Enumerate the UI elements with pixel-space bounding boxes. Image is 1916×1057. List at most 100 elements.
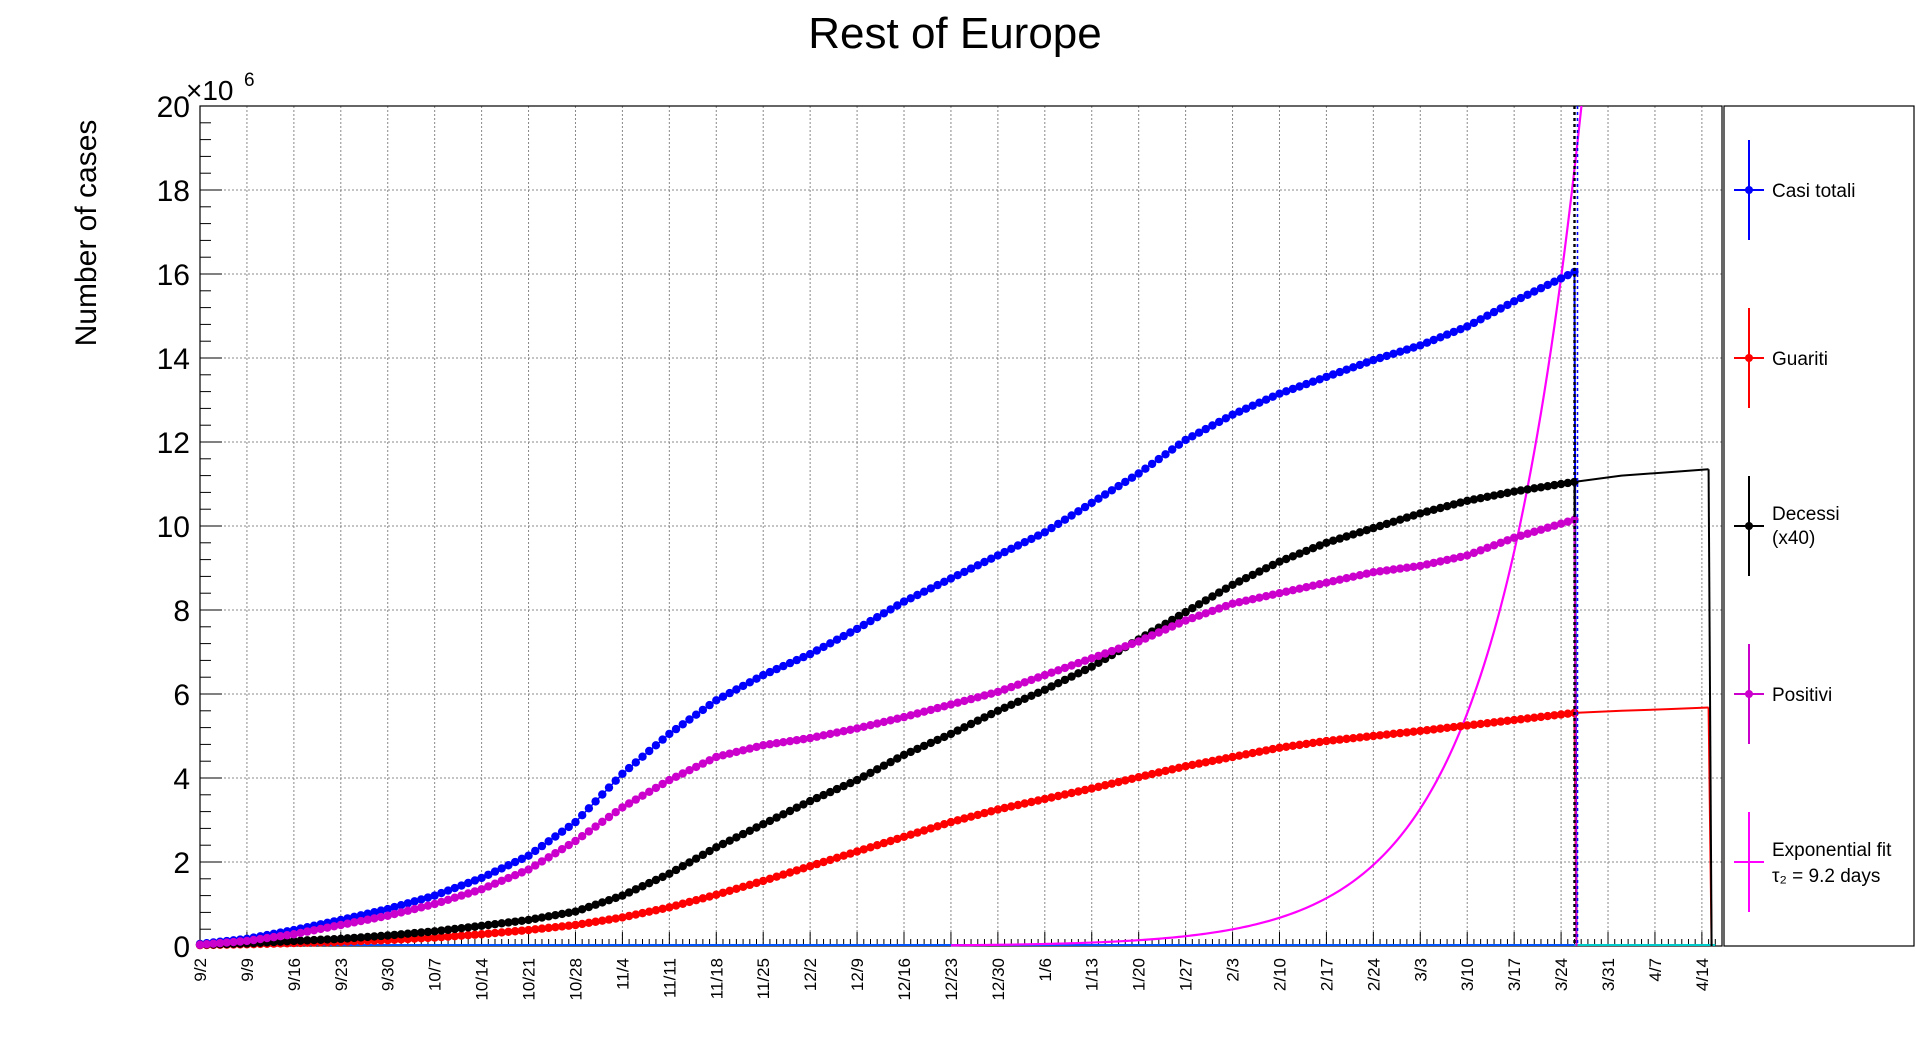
series-guariti-point — [618, 913, 627, 922]
series-positivi-point — [309, 926, 319, 935]
series-casi-totali-point — [1335, 367, 1345, 377]
series-guariti-point — [926, 824, 936, 833]
x-tick-label: 12/2 — [801, 958, 820, 991]
series-casi-totali-point — [1476, 315, 1485, 324]
series-positivi-point — [1141, 634, 1150, 643]
series-decessi-x40-point — [1509, 487, 1519, 496]
series-casi-totali-point — [376, 906, 386, 915]
series-guariti-point — [1402, 728, 1412, 737]
series-decessi-x40-point — [1248, 570, 1257, 580]
series-guariti-point — [671, 901, 681, 910]
series-positivi-point — [665, 775, 674, 785]
series-casi-totali-point — [886, 605, 895, 614]
series-guariti-point — [1422, 725, 1432, 735]
series-decessi-x40-point — [879, 761, 889, 770]
series-positivi-point — [1395, 564, 1405, 573]
series-casi-totali-point — [531, 846, 540, 856]
series-positivi-point — [1389, 565, 1398, 574]
series-decessi-x40-point — [504, 918, 513, 927]
series-decessi-x40-point — [805, 796, 815, 806]
series-decessi-x40-point — [537, 913, 547, 922]
y-tick-label: 6 — [173, 679, 190, 712]
series-casi-totali-point — [591, 797, 600, 806]
series-casi-totali-point — [1221, 414, 1231, 423]
series-casi-totali-point — [584, 804, 594, 813]
series-decessi-x40-point — [973, 716, 982, 725]
series-decessi-x40-point — [557, 909, 567, 919]
series-positivi-point — [1489, 541, 1499, 550]
series-positivi-point — [1382, 566, 1391, 575]
legend-swatch-marker — [1745, 354, 1753, 362]
series-positivi-point — [537, 857, 547, 866]
series-positivi-point — [1067, 661, 1076, 670]
series-casi-totali-point — [1509, 297, 1519, 306]
series-positivi-point — [1295, 584, 1304, 593]
series-casi-totali-point — [752, 674, 761, 683]
series-positivi-point — [1496, 538, 1505, 547]
y-tick-label: 0 — [173, 931, 190, 964]
series-decessi-x40-point — [725, 836, 734, 845]
series-decessi-x40-forecast-drop — [1707, 469, 1713, 947]
series-positivi-point — [1047, 668, 1056, 677]
series-casi-totali-point — [1074, 507, 1083, 516]
legend-entry-casi-totali: Casi totali — [1734, 140, 1855, 240]
series-decessi-x40-point — [966, 719, 976, 729]
x-tick-label: 11/11 — [660, 958, 679, 998]
series-casi-totali-point — [1543, 280, 1552, 290]
series-positivi-point — [1469, 548, 1479, 558]
series-positivi-point — [732, 747, 741, 757]
series-positivi-point — [886, 716, 895, 725]
series-guariti-point — [1114, 777, 1123, 787]
series-guariti-point — [1087, 784, 1096, 793]
series-guariti-point — [1456, 722, 1465, 731]
series-casi-totali-point — [1342, 365, 1351, 374]
x-tick-label: 11/4 — [613, 958, 632, 990]
series-positivi-point — [571, 836, 580, 846]
series-casi-totali-point — [537, 841, 547, 851]
series-decessi-x40-point — [1067, 672, 1076, 681]
legend-label: Casi totali — [1772, 181, 1855, 202]
series-decessi-x40-point — [1174, 611, 1184, 621]
series-casi-totali-point — [1147, 459, 1157, 469]
series-decessi-x40-point — [651, 875, 661, 885]
series-casi-totali-point — [792, 655, 801, 665]
series-casi-totali-point — [1315, 375, 1324, 384]
series-guariti-point — [1000, 803, 1009, 813]
series-casi-totali-point — [1194, 428, 1204, 437]
series-decessi-x40-point — [859, 772, 868, 781]
series-casi-totali-point — [973, 561, 982, 570]
legend-label: Exponential fit — [1772, 840, 1892, 861]
series-casi-totali-point — [1463, 322, 1472, 331]
series-decessi-x40-point — [430, 927, 439, 936]
x-tick-label: 3/10 — [1458, 958, 1477, 991]
series-casi-totali-point — [893, 601, 902, 610]
series-casi-totali-point — [1214, 417, 1224, 427]
series-decessi-x40-point — [631, 885, 641, 894]
series-casi-totali-point — [765, 667, 775, 677]
x-tick-label: 10/21 — [520, 958, 539, 1001]
series-decessi-x40-point — [946, 729, 956, 739]
series-decessi-x40-point — [1416, 509, 1425, 518]
series-casi-totali-point — [859, 620, 868, 630]
series-guariti-point — [1416, 726, 1425, 736]
series-decessi-x40-point — [1054, 679, 1063, 688]
series-positivi-point — [222, 938, 232, 947]
series-guariti-point — [779, 870, 788, 879]
series-positivi-point — [484, 882, 493, 891]
series-decessi-x40-point — [765, 816, 775, 826]
series-casi-totali-point — [1328, 370, 1338, 379]
series-guariti-point — [678, 899, 687, 908]
series-casi-totali-point — [732, 685, 741, 694]
series-positivi-point — [343, 919, 352, 928]
series-decessi-x40-point — [551, 910, 560, 920]
series-decessi-x40-point — [1288, 552, 1298, 561]
series-decessi-x40-point — [906, 747, 915, 757]
series-guariti-point — [1483, 718, 1492, 728]
series-positivi-point — [463, 889, 473, 898]
series-casi-totali-point — [1442, 330, 1452, 339]
series-casi-totali-point — [779, 661, 788, 671]
series-guariti-point — [1550, 711, 1559, 720]
series-decessi-x40-point — [953, 726, 962, 735]
series-positivi-point — [1087, 654, 1096, 663]
series-decessi-x40-point — [1315, 541, 1324, 550]
